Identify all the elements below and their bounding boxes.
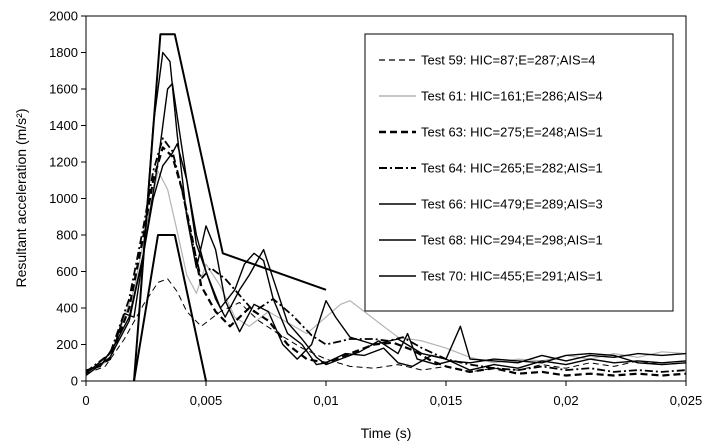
y-tick-label: 2000 bbox=[49, 9, 78, 24]
legend-label: Test 61: HIC=161;E=286;AIS=4 bbox=[421, 89, 603, 104]
legend-box bbox=[364, 33, 674, 312]
y-tick-label: 800 bbox=[56, 228, 78, 243]
x-tick-label: 0,02 bbox=[553, 393, 578, 408]
y-tick-label: 1200 bbox=[49, 155, 78, 170]
y-tick-label: 1800 bbox=[49, 45, 78, 60]
legend-label: Test 64: HIC=265;E=282;AIS=1 bbox=[421, 161, 603, 176]
legend-label: Test 59: HIC=87;E=287;AIS=4 bbox=[421, 53, 596, 68]
series-line-5 bbox=[85, 51, 687, 371]
legend-label: Test 70: HIC=455;E=291;AIS=1 bbox=[421, 269, 603, 284]
x-axis-label: Time (s) bbox=[361, 425, 412, 441]
corridor-line-9 bbox=[133, 234, 207, 382]
series-line-7 bbox=[85, 143, 687, 375]
legend: Test 59: HIC=87;E=287;AIS=4 Test 61: HIC=… bbox=[364, 33, 674, 312]
y-tick-label: 0 bbox=[71, 374, 78, 389]
x-tick-label: 0,025 bbox=[670, 393, 703, 408]
x-tick-label: 0,015 bbox=[430, 393, 463, 408]
x-tick-label: 0,01 bbox=[313, 393, 338, 408]
legend-label: Test 68: HIC=294;E=298;AIS=1 bbox=[421, 233, 603, 248]
series-line-4 bbox=[85, 137, 687, 373]
series-line-1 bbox=[85, 278, 687, 375]
series-layer bbox=[85, 33, 687, 382]
y-tick-label: 400 bbox=[56, 301, 78, 316]
y-tick-label: 600 bbox=[56, 264, 78, 279]
legend-label: Test 66: HIC=479;E=289;AIS=3 bbox=[421, 197, 603, 212]
y-tick-label: 1600 bbox=[49, 82, 78, 97]
y-axis-ticks: 0 200 400 600 800 1000 1200 1400 1600 1800 2000 bbox=[49, 9, 86, 389]
y-tick-label: 1000 bbox=[49, 191, 78, 206]
y-tick-label: 1400 bbox=[49, 118, 78, 133]
y-axis-label: Resultant acceleration (m/s²) bbox=[13, 109, 29, 288]
x-axis-ticks: 0 0,005 0,01 0,015 0,02 0,025 bbox=[82, 381, 702, 408]
corridor-line-8 bbox=[133, 33, 327, 382]
legend-label: Test 63: HIC=275;E=248;AIS=1 bbox=[421, 125, 603, 140]
x-tick-label: 0 bbox=[82, 393, 89, 408]
y-tick-label: 200 bbox=[56, 337, 78, 352]
x-tick-label: 0,005 bbox=[190, 393, 223, 408]
